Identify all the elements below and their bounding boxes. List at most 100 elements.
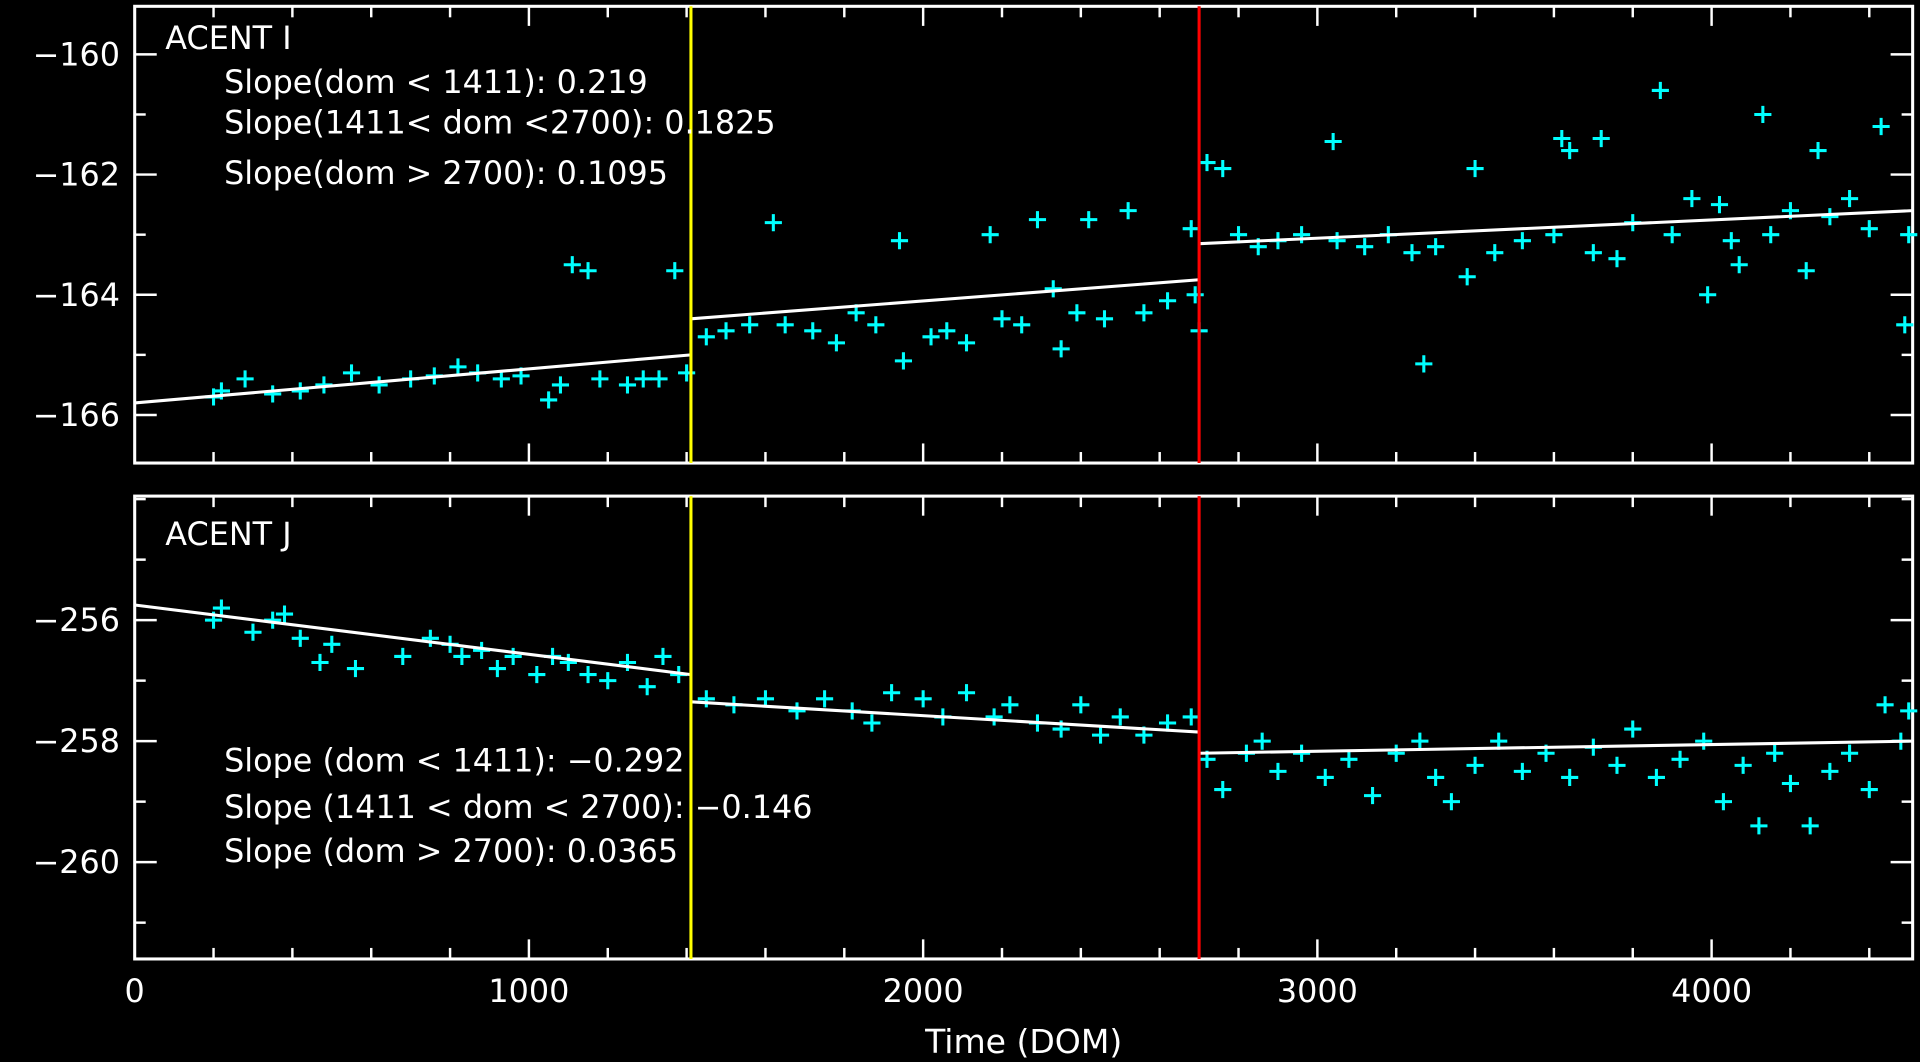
data-point — [504, 647, 522, 666]
slope-annotation: Slope(dom < 1411): 0.219 — [224, 63, 648, 101]
data-point — [1860, 780, 1878, 799]
y-tick-label: −258 — [33, 722, 120, 760]
data-point — [1427, 768, 1445, 787]
data-point — [1545, 226, 1563, 244]
data-point — [559, 653, 577, 672]
data-point — [1052, 340, 1070, 358]
data-point — [346, 659, 365, 678]
data-point — [1695, 732, 1713, 750]
data-point — [1095, 310, 1114, 328]
data-point — [1900, 702, 1918, 720]
data-point — [1608, 756, 1626, 774]
data-point — [1734, 756, 1752, 774]
plot-frame — [133, 494, 1915, 961]
data-point — [922, 328, 940, 346]
data-point — [1714, 793, 1732, 811]
data-point — [1710, 196, 1729, 214]
data-point — [342, 364, 361, 382]
data-point — [1900, 226, 1918, 244]
slope-annotation: Slope(dom > 2700): 0.1095 — [224, 154, 668, 192]
y-tick-label: −260 — [33, 843, 120, 881]
data-point — [776, 316, 794, 334]
data-point — [1754, 105, 1772, 124]
data-point — [981, 226, 999, 244]
data-point — [1001, 696, 1019, 714]
data-point — [528, 666, 546, 684]
data-point — [827, 334, 845, 352]
slope-annotation: Slope (1411 < dom < 2700): −0.146 — [224, 788, 812, 826]
data-point — [618, 653, 637, 672]
data-point — [654, 647, 672, 666]
data-point — [894, 352, 913, 370]
data-point — [1722, 232, 1740, 250]
data-point — [1584, 244, 1602, 262]
y-tick-label: −160 — [33, 35, 120, 73]
data-point — [1214, 159, 1232, 178]
data-point — [1013, 316, 1031, 334]
data-point — [264, 385, 282, 403]
data-point — [291, 382, 309, 400]
data-point — [1608, 250, 1626, 268]
data-point — [492, 370, 510, 388]
data-point — [1182, 220, 1200, 238]
fit-line — [134, 353, 692, 405]
data-point — [1135, 304, 1153, 322]
data-point — [1860, 220, 1878, 238]
data-point — [883, 684, 901, 702]
data-point — [1876, 696, 1894, 714]
data-point — [244, 623, 262, 641]
panel-title: ACENT I — [165, 19, 291, 57]
data-point — [1647, 768, 1665, 787]
data-point — [1328, 232, 1346, 250]
data-point — [1553, 129, 1571, 148]
data-point — [1466, 159, 1484, 178]
data-point — [618, 376, 637, 394]
data-point — [1809, 141, 1827, 160]
data-point — [1072, 696, 1090, 714]
data-point — [579, 666, 597, 684]
data-point — [551, 376, 570, 394]
data-point — [599, 672, 617, 690]
y-tick-label: −162 — [33, 156, 120, 194]
data-point — [323, 635, 341, 653]
data-point — [1324, 132, 1342, 151]
data-point — [1427, 238, 1445, 256]
data-point — [370, 376, 388, 394]
data-point — [1182, 708, 1200, 726]
data-point — [1186, 286, 1204, 304]
data-point — [741, 316, 759, 334]
data-point — [1442, 793, 1460, 811]
data-point — [1044, 280, 1062, 298]
data-point — [1651, 81, 1669, 100]
data-point — [1730, 256, 1748, 274]
data-point — [1340, 750, 1358, 768]
data-point — [394, 647, 412, 666]
y-tick-label: −166 — [33, 396, 120, 434]
x-tick-label: 2000 — [883, 972, 964, 1010]
x-tick-label: 0 — [125, 972, 145, 1010]
data-point — [1253, 732, 1271, 750]
data-point — [1750, 817, 1768, 835]
y-tick-label: −164 — [33, 276, 120, 314]
data-point — [1797, 262, 1815, 280]
data-point — [236, 370, 254, 388]
data-point — [1513, 762, 1531, 780]
data-point — [1896, 316, 1914, 334]
data-point — [1872, 117, 1890, 136]
fit-line — [1199, 739, 1913, 755]
x-tick-label: 1000 — [488, 972, 569, 1010]
data-point — [1841, 190, 1859, 208]
data-point — [985, 708, 1003, 726]
data-point — [816, 690, 834, 708]
data-point — [1387, 744, 1405, 762]
data-point — [1091, 726, 1110, 744]
data-point — [1781, 774, 1800, 793]
data-point — [453, 647, 471, 666]
data-point — [666, 262, 684, 280]
data-point — [488, 659, 506, 678]
panel-acent-i: −160 −162 −164 −166 ACENT I Slope(dom < 1411)… — [33, 4, 1918, 465]
y-tick-label: −256 — [33, 601, 120, 639]
data-point — [717, 322, 735, 340]
data-point — [591, 370, 609, 388]
